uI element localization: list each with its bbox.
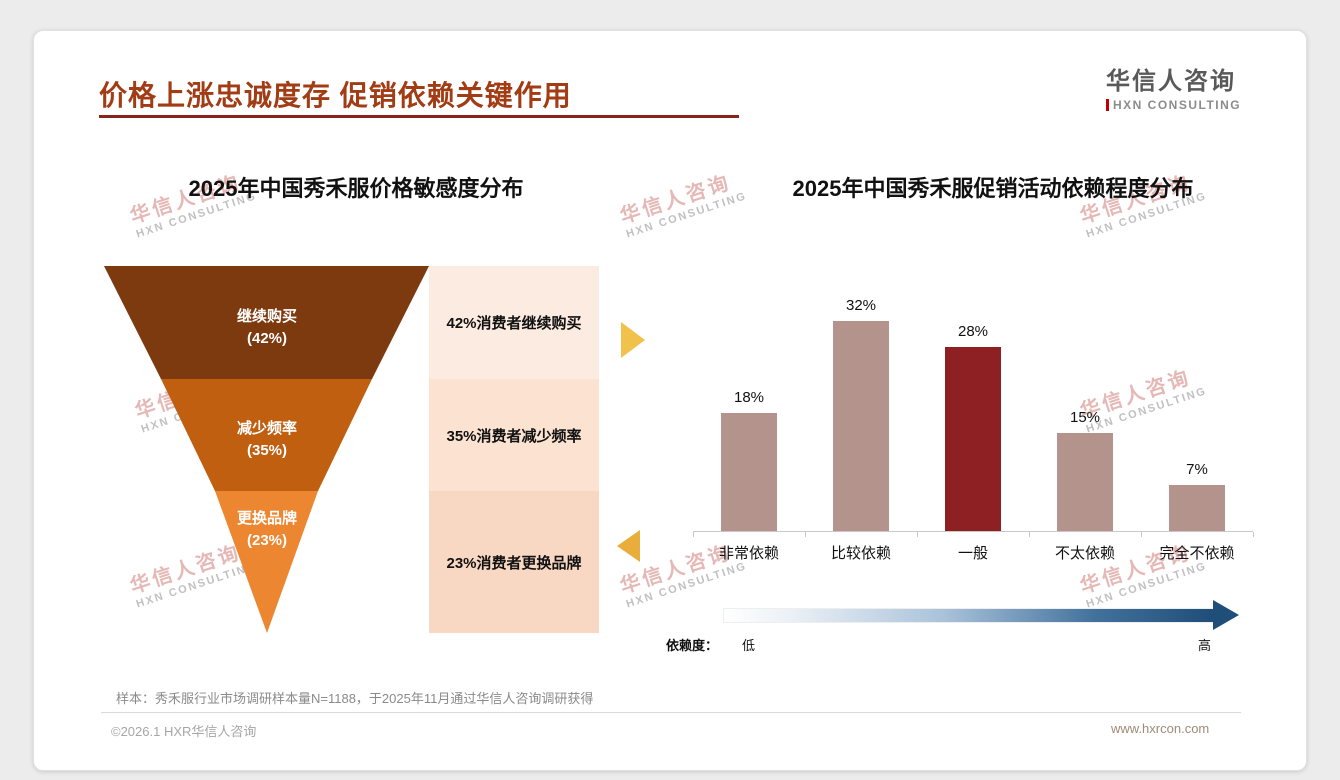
axis-tick (1029, 532, 1030, 537)
axis-tick (693, 532, 694, 537)
logo: 华信人咨询 HXN CONSULTING (1106, 61, 1256, 112)
logo-subtitle-row: HXN CONSULTING (1106, 98, 1256, 112)
funnel-level-1-label: 继续购买 (237, 307, 297, 325)
arrow-left-icon (617, 530, 640, 562)
slide-content: 价格上涨忠诚度存 促销依赖关键作用 华信人咨询 HXN CONSULTING 2… (34, 31, 1306, 770)
funnel-level-2-pct: (35%) (247, 442, 287, 459)
axis-tick (805, 532, 806, 537)
bar-column: 18% (693, 291, 805, 531)
funnel-note-1: 42%消费者继续购买 (429, 266, 599, 379)
footer-website: www.hxrcon.com (1111, 721, 1210, 736)
bar-column: 7% (1141, 291, 1253, 531)
bar-column: 32% (805, 291, 917, 531)
funnel-level-3-pct: (23%) (247, 532, 287, 549)
page-title: 价格上涨忠诚度存 促销依赖关键作用 (99, 80, 572, 111)
funnel-note-2: 35%消费者减少频率 (429, 379, 599, 491)
bar (945, 347, 1001, 531)
bar (1169, 485, 1225, 531)
funnel-level-2-label: 减少频率 (237, 419, 297, 437)
title-underline (99, 115, 739, 118)
bar (721, 413, 777, 531)
bar-chart-title: 2025年中国秀禾服促销活动依赖程度分布 (792, 176, 1194, 201)
dependency-legend-label: 依赖度： (666, 638, 719, 653)
bar-category-label: 不太依赖 (1054, 545, 1115, 562)
funnel-level-3-label: 更换品牌 (237, 509, 297, 527)
bar-value-label: 15% (1069, 409, 1101, 426)
bar-value-label: 28% (957, 323, 989, 340)
arrow-right-icon (621, 322, 645, 358)
bar-value-label: 7% (1186, 461, 1208, 478)
axis-tick (1141, 532, 1142, 537)
funnel-level-2 (161, 379, 372, 491)
funnel-level-3 (215, 491, 318, 633)
bar-chart-axis (693, 531, 1254, 537)
bar-value-label: 18% (733, 389, 765, 406)
bar-category-label: 一般 (957, 545, 988, 562)
funnel-chart-title: 2025年中国秀禾服价格敏感度分布 (188, 176, 524, 201)
bar-value-label: 32% (845, 297, 877, 314)
logo-mark-icon (1106, 99, 1109, 111)
bar-category-label: 完全不依赖 (1159, 545, 1235, 562)
bar (833, 321, 889, 531)
axis-tick (1253, 532, 1254, 537)
slide-card: 华信人咨询 HXN CONSULTING 华信人咨询 HXN CONSULTING 华信… (33, 30, 1307, 771)
dependency-high-label: 高 (1198, 638, 1212, 653)
bar-column: 15% (1029, 291, 1141, 531)
bar-column: 28% (917, 291, 1029, 531)
dependency-gradient-bar (723, 608, 1213, 623)
dependency-low-label: 低 (742, 638, 756, 653)
bar (1057, 433, 1113, 531)
funnel-level-1 (104, 266, 429, 379)
dependency-gradient-arrowhead-icon (1213, 600, 1239, 630)
funnel-notes: 42%消费者继续购买 35%消费者减少频率 23%消费者更换品牌 (429, 266, 599, 633)
logo-name: 华信人咨询 (1106, 68, 1236, 95)
footer-copyright: ©2026.1 HXR华信人咨询 (111, 724, 257, 739)
funnel-note-3: 23%消费者更换品牌 (429, 491, 599, 633)
funnel-level-1-pct: (42%) (247, 330, 287, 347)
bar-category-label: 非常依赖 (718, 545, 779, 562)
bar-chart: 18% 32% 28% 15% 7% (693, 291, 1253, 531)
footer-divider (101, 712, 1241, 713)
axis-tick (917, 532, 918, 537)
bar-chart-categories: 非常依赖 比较依赖 一般 不太依赖 完全不依赖 (693, 542, 1253, 563)
bar-category-label: 比较依赖 (830, 545, 891, 562)
sample-note: 样本：秀禾服行业市场调研样本量N=1188，于2025年11月通过华信人咨询调研… (116, 691, 594, 706)
logo-subtitle: HXN CONSULTING (1113, 98, 1242, 112)
funnel-chart: 继续购买 (42%) 减少频率 (35%) 更换品牌 (23%) (104, 266, 429, 633)
